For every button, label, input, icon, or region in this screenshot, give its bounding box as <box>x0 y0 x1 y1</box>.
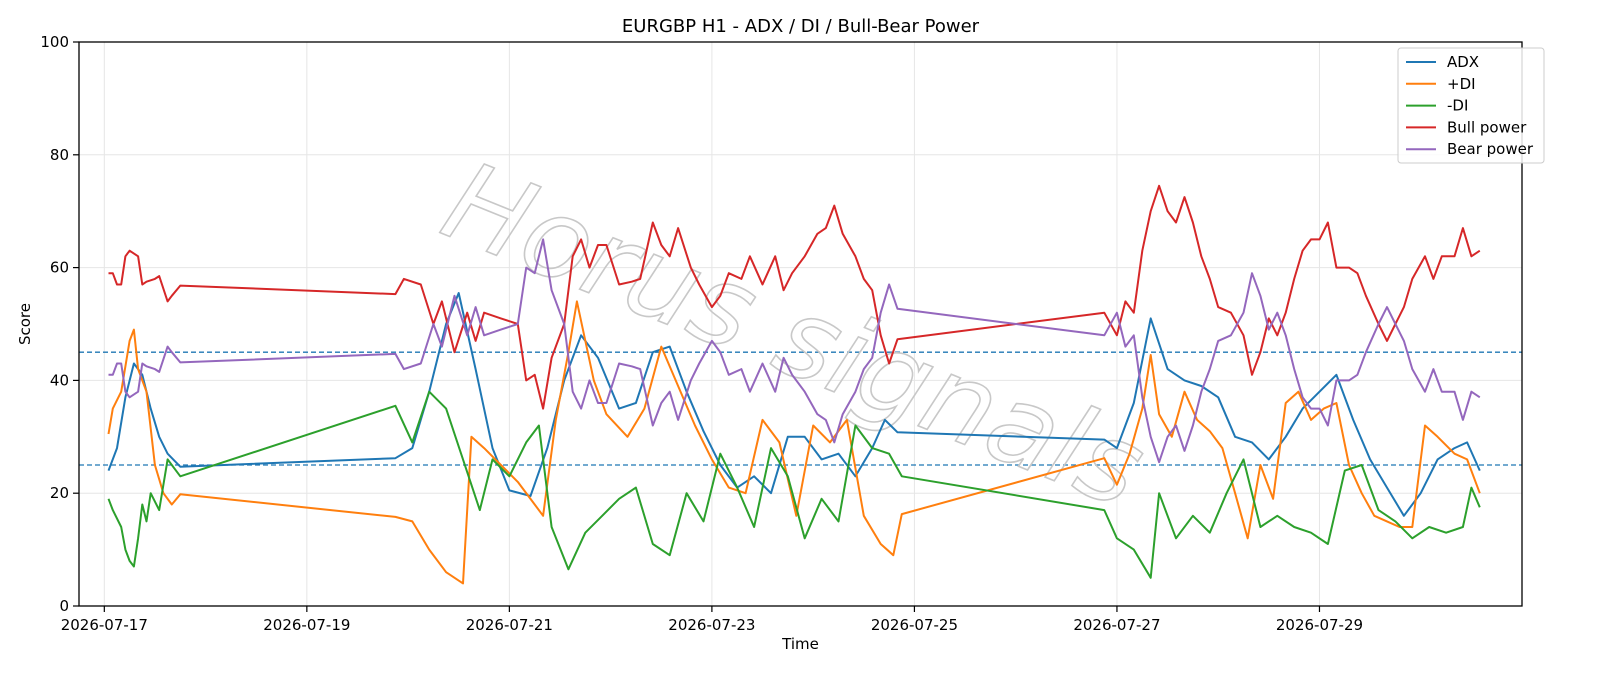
legend: ADX +DI -DI Bull power Bear power <box>1397 47 1545 164</box>
x-tick-label: 2026-07-17 <box>61 616 148 634</box>
x-tick-label: 2026-07-23 <box>668 616 755 634</box>
x-axis-title: Time <box>781 635 819 653</box>
y-tick-label: 20 <box>50 484 69 502</box>
x-tick-label: 2026-07-25 <box>871 616 958 634</box>
series-lines <box>107 184 1481 585</box>
plot-frame <box>78 41 1523 607</box>
y-tick-label: 0 <box>59 597 69 615</box>
legend-label: Bear power <box>1447 140 1534 158</box>
series-line-di <box>107 300 1481 585</box>
reference-lines <box>79 351 1522 466</box>
legend-label: Bull power <box>1447 118 1527 136</box>
y-tick-label: 80 <box>50 146 69 164</box>
y-axis-ticks: 0 20 40 60 80 100 <box>40 33 79 615</box>
legend-label: +DI <box>1447 75 1476 93</box>
x-axis-ticks: 2026-07-17 2026-07-19 2026-07-21 2026-07-23… <box>61 606 1363 634</box>
chart-title: EURGBP H1 - ADX / DI / Bull-Bear Power <box>622 16 980 37</box>
y-axis-title: Score <box>16 303 34 345</box>
series-line-bull-power <box>108 184 1481 410</box>
legend-label: ADX <box>1447 53 1479 71</box>
y-tick-label: 100 <box>40 33 69 51</box>
x-tick-label: 2026-07-21 <box>466 616 553 634</box>
y-tick-label: 40 <box>50 371 69 389</box>
x-tick-label: 2026-07-29 <box>1276 616 1363 634</box>
series-line-bear-power <box>108 238 1481 464</box>
legend-label: -DI <box>1447 97 1468 115</box>
legend-box <box>1397 47 1545 164</box>
x-tick-label: 2026-07-27 <box>1073 616 1160 634</box>
series-line-di <box>107 390 1481 579</box>
y-tick-label: 60 <box>50 259 69 277</box>
x-tick-label: 2026-07-19 <box>263 616 350 634</box>
